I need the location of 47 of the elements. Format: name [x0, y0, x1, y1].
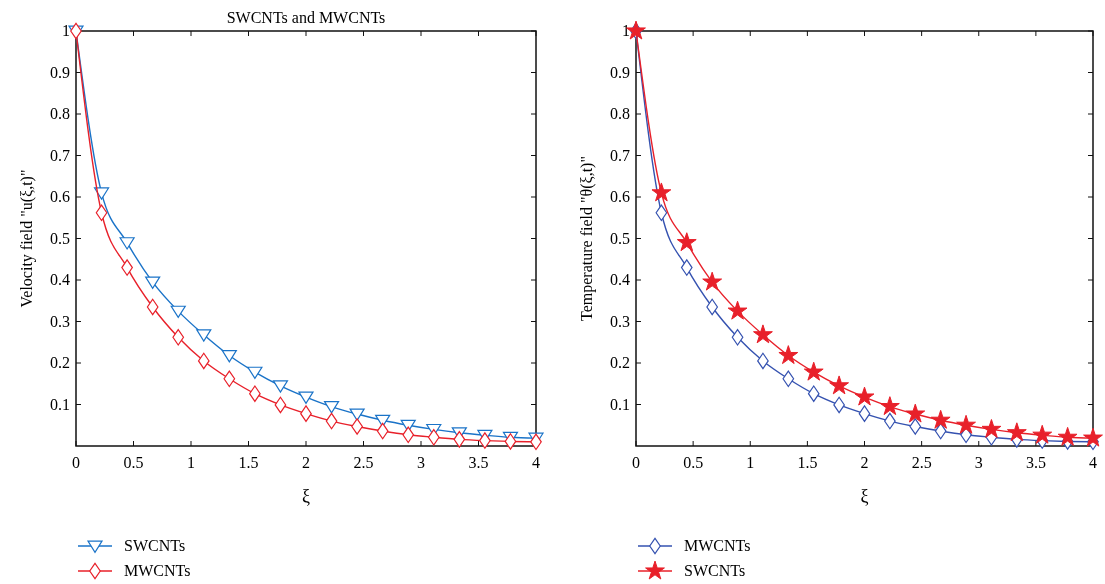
y-tick-label: 1: [62, 22, 70, 39]
y-tick-label: 0.4: [50, 271, 70, 288]
y-tick-label: 0.9: [50, 63, 70, 81]
legend-label: MWCNTs: [124, 562, 191, 579]
y-tick-label: 0.1: [610, 395, 630, 413]
legend-label: MWCNTs: [684, 537, 751, 554]
x-tick-label: 3: [417, 454, 425, 471]
x-axis-title: ξ: [301, 486, 311, 506]
y-tick-label: 0.4: [610, 271, 630, 288]
x-tick-label: 4: [532, 454, 540, 471]
y-tick-label: 0.3: [50, 312, 70, 330]
x-tick-label: 4: [1089, 454, 1097, 471]
y-tick-label: 0.8: [610, 105, 630, 122]
x-tick-label: 0.5: [123, 454, 144, 471]
y-tick-label: 0.8: [50, 105, 70, 122]
chart-title: SWCNTs and MWCNTs: [226, 9, 386, 26]
y-tick-label: 0.2: [50, 354, 70, 371]
legend-label: SWCNTs: [124, 537, 186, 554]
x-tick-label: 2.5: [911, 454, 932, 471]
x-tick-label: 0: [72, 454, 80, 471]
y-tick-label: 1: [622, 22, 630, 39]
x-tick-label: 3.5: [468, 454, 489, 471]
y-tick-label: 0.9: [610, 63, 630, 81]
x-tick-label: 2: [860, 454, 869, 471]
y-tick-label: 0.7: [50, 146, 70, 164]
y-tick-label: 0.7: [610, 146, 630, 164]
y-tick-label: 0.1: [50, 395, 70, 413]
y-axis-title: Velocity field "u(ξ,t)": [18, 169, 36, 308]
x-axis-title: ξ: [860, 486, 869, 506]
y-tick-label: 0.2: [610, 354, 630, 371]
x-tick-label: 1: [746, 454, 755, 471]
y-axis-title: Temperature field "θ(ξ,t)": [578, 156, 596, 321]
y-tick-label: 0.6: [610, 188, 630, 205]
x-tick-label: 0.5: [683, 454, 704, 471]
y-tick-label: 0.6: [50, 188, 70, 205]
x-tick-label: 3.5: [1025, 454, 1046, 471]
y-tick-label: 0.5: [610, 229, 630, 247]
legend-label: SWCNTs: [684, 562, 746, 579]
x-tick-label: 1: [187, 454, 195, 471]
x-tick-label: 1.5: [238, 454, 259, 471]
x-tick-label: 3: [974, 454, 983, 471]
x-tick-label: 2: [302, 454, 310, 471]
y-tick-label: 0.5: [50, 229, 70, 247]
x-tick-label: 1.5: [797, 454, 818, 471]
x-tick-label: 0: [632, 454, 640, 471]
y-tick-label: 0.3: [610, 312, 630, 330]
x-tick-label: 2.5: [353, 454, 374, 471]
